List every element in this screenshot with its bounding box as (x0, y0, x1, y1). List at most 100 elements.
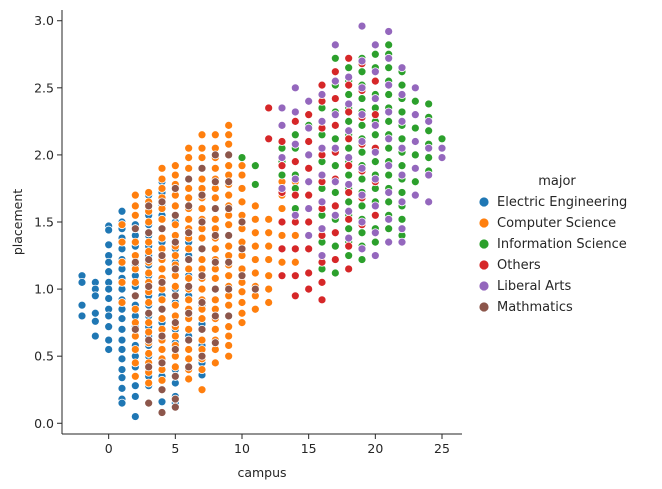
point-1-203 (264, 214, 274, 224)
point-1-85 (184, 153, 194, 162)
point-1-120 (197, 255, 207, 264)
point-4-33 (344, 206, 354, 216)
point-4-32 (344, 180, 354, 189)
point-4-14 (304, 231, 314, 240)
point-2-79 (357, 201, 367, 211)
point-0-8 (90, 316, 100, 326)
point-4-36 (357, 56, 367, 66)
point-2-108 (384, 143, 394, 153)
point-1-47 (157, 233, 167, 243)
point-3-32 (317, 295, 327, 305)
point-1-28 (144, 268, 154, 278)
point-1-180 (237, 161, 247, 171)
point-4-15 (317, 90, 327, 99)
point-4-64 (397, 116, 407, 126)
point-2-1 (250, 161, 260, 171)
point-2-117 (397, 80, 407, 90)
point-5-18 (157, 358, 167, 368)
point-3-15 (304, 110, 314, 120)
point-1-89 (184, 193, 194, 203)
point-1-194 (250, 201, 260, 211)
point-4-27 (330, 210, 340, 220)
point-4-69 (397, 237, 407, 247)
point-5-37 (184, 335, 194, 345)
point-5-11 (144, 398, 154, 408)
legend-label-1: Computer Science (497, 216, 616, 231)
point-4-5 (290, 107, 300, 117)
point-1-25 (144, 237, 154, 247)
point-1-128 (197, 335, 207, 345)
point-1-112 (197, 174, 207, 184)
point-1-58 (157, 345, 167, 354)
point-0-12 (104, 240, 114, 250)
point-1-133 (210, 130, 220, 140)
point-2-143 (437, 134, 447, 144)
point-3-42 (344, 80, 354, 90)
point-3-22 (304, 284, 314, 294)
point-5-52 (210, 284, 220, 294)
point-3-3 (277, 161, 287, 171)
point-1-191 (237, 298, 247, 307)
x-tick-label-1: 5 (171, 441, 179, 456)
point-3-8 (290, 116, 300, 126)
point-4-78 (424, 197, 434, 207)
point-5-36 (184, 308, 194, 318)
point-5-8 (144, 308, 154, 318)
point-5-38 (184, 362, 194, 372)
point-5-14 (157, 251, 167, 260)
point-1-86 (184, 163, 194, 173)
point-1-31 (144, 298, 154, 307)
point-5-60 (224, 284, 234, 294)
point-4-42 (357, 217, 367, 227)
point-4-52 (370, 251, 380, 260)
point-4-7 (290, 174, 300, 184)
point-1-207 (264, 271, 274, 281)
point-4-38 (357, 110, 367, 120)
point-1-2 (117, 257, 127, 267)
point-4-48 (370, 147, 380, 157)
point-3-62 (370, 210, 380, 220)
point-2-110 (384, 170, 394, 180)
legend-label-5: Mathmatics (497, 300, 573, 315)
point-4-39 (357, 137, 367, 146)
legend-marker-2 (478, 238, 490, 250)
point-1-9 (130, 237, 140, 247)
point-4-6 (290, 139, 300, 149)
point-0-2 (77, 300, 87, 310)
point-5-39 (197, 163, 207, 173)
point-5-53 (210, 311, 220, 321)
point-3-46 (344, 188, 354, 197)
point-3-6 (277, 244, 287, 254)
point-1-156 (224, 120, 234, 130)
point-5-28 (170, 371, 180, 381)
point-2-45 (330, 188, 340, 197)
point-1-40 (157, 163, 167, 173)
point-3-45 (344, 161, 354, 171)
point-5-34 (184, 255, 194, 264)
point-1-5 (130, 190, 140, 200)
point-1-155 (210, 358, 220, 368)
point-2-100 (384, 40, 394, 50)
point-5-12 (157, 197, 167, 207)
point-0-14 (104, 257, 114, 267)
point-0-44 (117, 398, 127, 408)
point-1-147 (210, 273, 220, 283)
point-3-13 (290, 271, 300, 281)
point-1-190 (237, 287, 247, 297)
legend-marker-1 (478, 217, 490, 229)
point-1-3 (117, 277, 127, 287)
point-1-20 (144, 188, 154, 197)
point-2-64 (344, 224, 354, 234)
legend-title: major (538, 174, 576, 189)
x-tick-label-5: 25 (434, 441, 450, 456)
point-1-23 (144, 217, 154, 227)
point-1-214 (277, 231, 287, 240)
point-5-6 (144, 255, 154, 264)
point-1-139 (210, 193, 220, 203)
y-tick-label-5: 2.5 (34, 80, 54, 95)
point-1-84 (184, 143, 194, 153)
point-2-7 (290, 130, 300, 140)
y-tick-label-1: 0.5 (34, 349, 54, 364)
point-4-47 (370, 120, 380, 130)
point-4-23 (330, 76, 340, 86)
